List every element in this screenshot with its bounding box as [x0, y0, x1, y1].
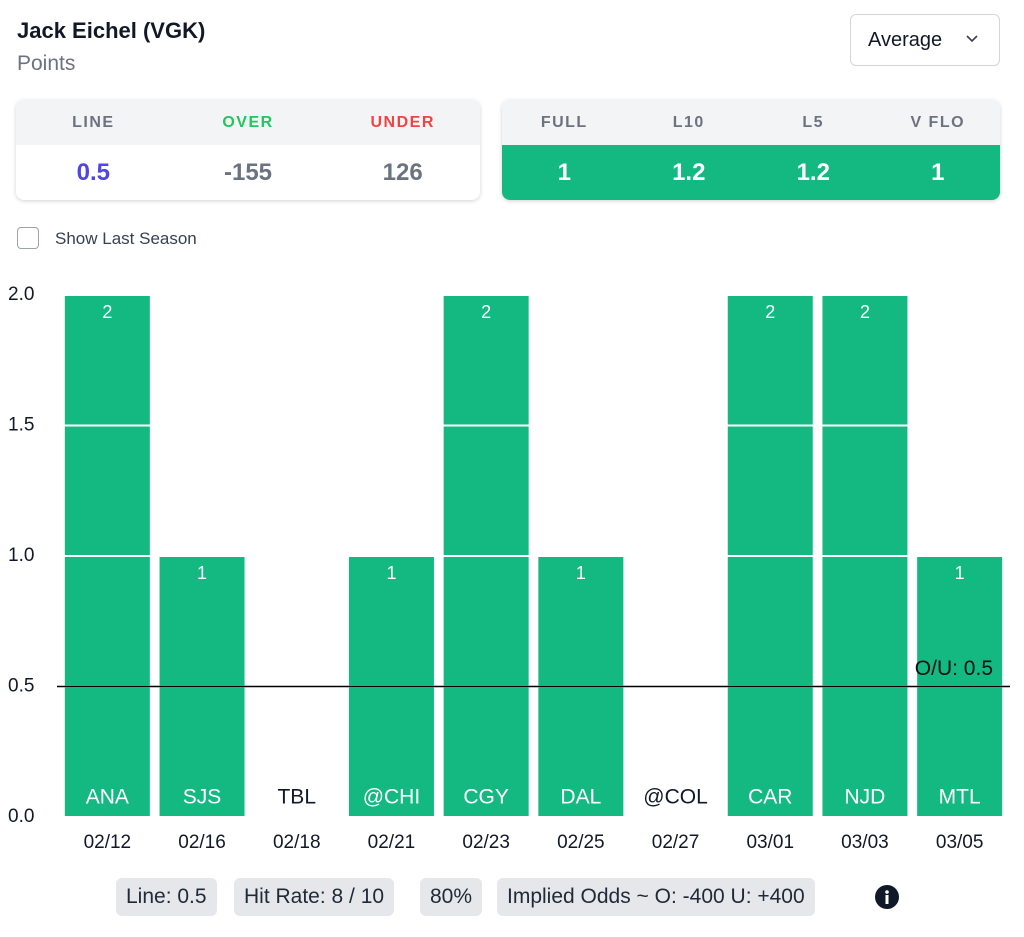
opponent-label: ANA: [86, 786, 129, 809]
x-tick-label: 03/05: [936, 832, 984, 853]
value-cell: -155: [223, 159, 273, 186]
x-tick-label: 02/23: [462, 832, 510, 853]
value-label: 1: [576, 563, 586, 583]
percent-pill: 80%: [420, 878, 483, 916]
opponent-label: @CHI: [363, 786, 420, 809]
opponent-label: TBL: [277, 786, 316, 809]
header-cell: LINE: [72, 114, 115, 131]
header-cell: OVER: [222, 114, 274, 131]
x-tick-label: 02/25: [557, 832, 605, 853]
ou-label: O/U: 0.5: [915, 657, 993, 680]
header-cell: L10: [672, 114, 705, 131]
header-cell: V FLO: [910, 114, 966, 131]
value-label: 1: [386, 563, 396, 583]
value-cell: 0.5: [76, 159, 111, 186]
x-tick-label: 02/21: [368, 832, 416, 853]
x-tick-label: 02/12: [84, 832, 132, 853]
value-cell: 1: [931, 159, 945, 186]
y-tick-label: 1.5: [8, 415, 34, 436]
dropdown[interactable]: Average: [850, 14, 1000, 66]
y-tick-label: 2.0: [8, 284, 34, 305]
y-tick-label: 0.0: [8, 806, 34, 827]
value-label: 2: [102, 302, 112, 322]
hit-rate-pill: Hit Rate: 8 / 10: [234, 878, 395, 916]
line-card: LINE OVER UNDER 0.5 -155 126: [16, 100, 480, 200]
stat-name: Points: [17, 52, 76, 75]
opponent-label: CAR: [748, 786, 792, 809]
chart: 02/12 ANA 2 02/16 SJS 1 02/18 TBL 02/21 @CHI 1 02/2…: [8, 284, 1010, 853]
x-tick-label: 03/03: [841, 832, 889, 853]
value-cell: 1.2: [796, 159, 830, 186]
opponent-label: MTL: [939, 786, 981, 809]
opponent-label: NJD: [845, 786, 886, 809]
value-label: 2: [765, 302, 775, 322]
line-pill: Line: 0.5: [116, 878, 217, 916]
value-label: 1: [955, 563, 965, 583]
value-cell: 126: [382, 159, 423, 186]
opponent-label: SJS: [183, 786, 222, 809]
chevron: [966, 35, 978, 43]
x-tick-label: 02/27: [652, 832, 700, 853]
header-cell: L5: [802, 114, 825, 131]
header-cell: UNDER: [370, 114, 435, 131]
dropdown-text: Average: [868, 29, 943, 51]
x-tick-label: 02/18: [273, 832, 321, 853]
y-tick-label: 0.5: [8, 676, 34, 697]
x-tick-label: 03/01: [746, 832, 794, 853]
value-label: 2: [860, 302, 870, 322]
opponent-label: CGY: [463, 786, 509, 809]
opponent-label: DAL: [560, 786, 601, 809]
x-tick-label: 02/16: [178, 832, 226, 853]
info-icon[interactable]: [874, 884, 900, 910]
value-cell: 1: [557, 159, 571, 186]
header-cell: FULL: [540, 114, 588, 131]
value-cell: 1.2: [672, 159, 706, 186]
checkbox[interactable]: [17, 227, 39, 249]
player-name: Jack Eichel (VGK): [17, 18, 206, 43]
value-label: 1: [197, 563, 207, 583]
opponent-label: @COL: [643, 786, 708, 809]
implied-odds-pill: Implied Odds ~ O: -400 U: +400: [497, 878, 815, 916]
y-tick-label: 1.0: [8, 545, 34, 566]
average-card: FULL L10 L5 V FLO 1 1.2 1.2 1: [502, 100, 1000, 200]
value-label: 2: [481, 302, 491, 322]
checkbox-label: Show Last Season: [55, 229, 197, 248]
